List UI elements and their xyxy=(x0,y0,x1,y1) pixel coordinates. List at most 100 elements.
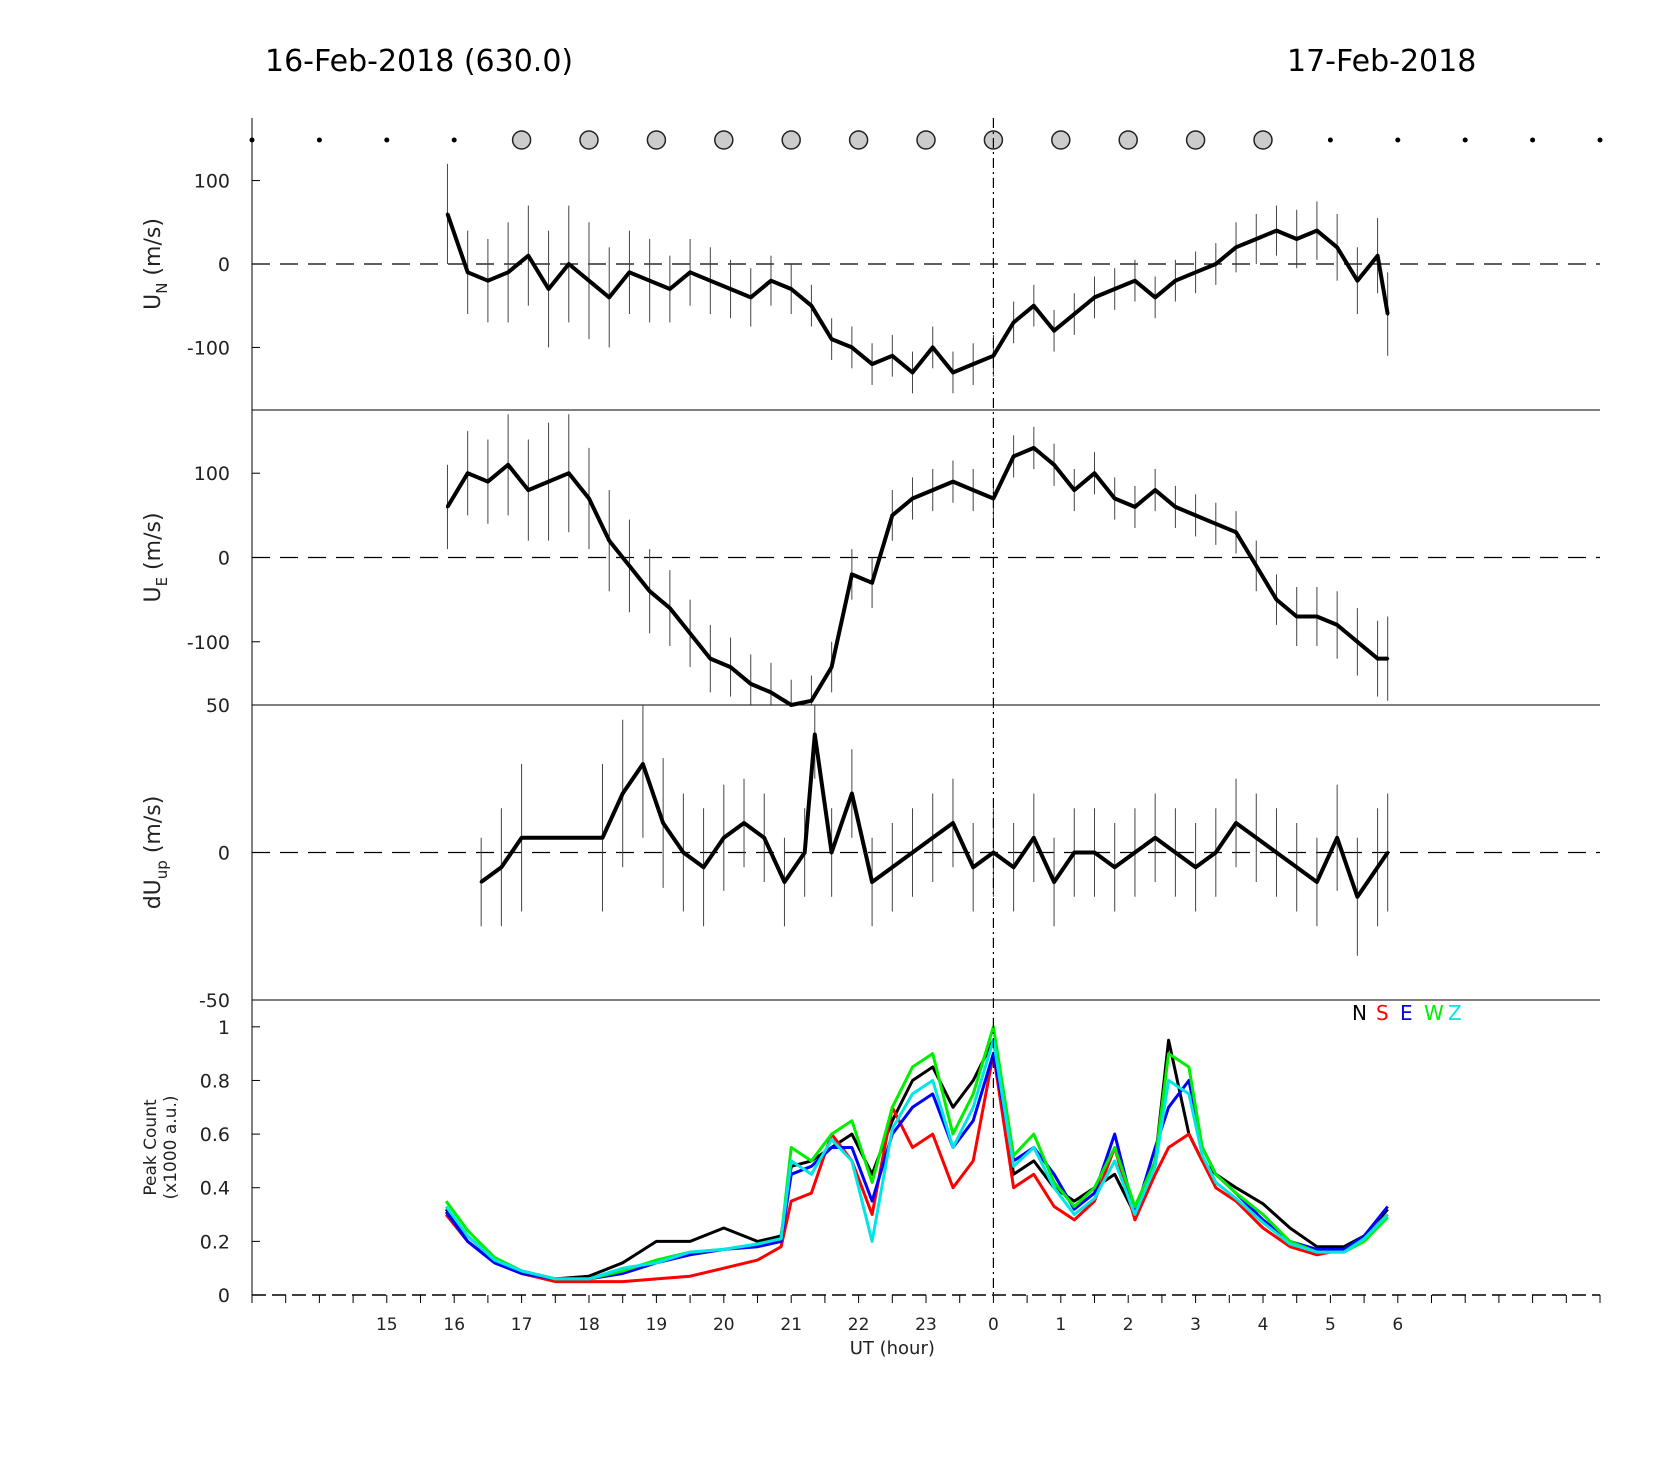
data-point xyxy=(890,865,894,869)
date-title-right: 17-Feb-2018 xyxy=(1287,44,1477,79)
data-point xyxy=(1386,851,1390,854)
data-point xyxy=(1274,851,1278,854)
data-point xyxy=(1234,821,1238,825)
data-point xyxy=(911,497,915,500)
data-point xyxy=(1173,279,1177,283)
data-point xyxy=(951,821,955,825)
series-line xyxy=(445,213,1390,375)
data-point xyxy=(445,505,449,509)
data-point xyxy=(587,497,591,500)
data-point xyxy=(1194,270,1198,274)
data-point xyxy=(648,279,652,283)
data-point xyxy=(1355,640,1359,644)
series-line xyxy=(445,445,1388,707)
x-tick-label: 16 xyxy=(443,1315,465,1335)
data-point xyxy=(1295,615,1299,618)
x-tick-label: 0 xyxy=(988,1315,999,1335)
data-point xyxy=(769,690,773,694)
data-point xyxy=(1173,505,1177,509)
hour-marker-circle xyxy=(1118,130,1138,150)
y-tick-label: -100 xyxy=(187,632,230,654)
hour-marker-circle xyxy=(781,130,801,150)
data-point xyxy=(1072,488,1076,492)
hour-marker-circle xyxy=(579,130,599,150)
x-tick-label: 23 xyxy=(915,1315,937,1335)
hour-marker-circle xyxy=(848,130,869,150)
data-point xyxy=(1315,229,1319,233)
y-tick-label: 0.8 xyxy=(200,1070,230,1092)
data-point xyxy=(668,606,672,610)
data-point xyxy=(722,836,726,840)
data-point xyxy=(1234,530,1238,534)
x-tick-label: 1 xyxy=(1055,1315,1066,1335)
data-point xyxy=(1012,320,1016,324)
y-axis-label-line2: (x1000 a.u.) xyxy=(161,1096,181,1200)
data-point xyxy=(466,270,470,274)
data-point xyxy=(486,480,490,484)
data-point xyxy=(621,792,625,795)
data-point xyxy=(1052,463,1056,467)
data-point xyxy=(1376,865,1380,869)
data-point xyxy=(870,581,874,585)
x-tick-label: 4 xyxy=(1258,1315,1269,1335)
panel-wind-east: -100 0 100 UE (m/s) xyxy=(141,410,1600,707)
data-point xyxy=(1153,295,1157,299)
panel-wind-north: -100 0 100 UN (m/s) xyxy=(141,118,1600,411)
data-point xyxy=(526,254,530,258)
hour-marker-dot xyxy=(1597,137,1603,143)
data-point xyxy=(931,836,935,840)
y-tick-label: 0.6 xyxy=(200,1124,230,1146)
x-tick-label: 3 xyxy=(1190,1315,1201,1335)
data-point xyxy=(1032,836,1036,840)
data-point xyxy=(1254,564,1258,568)
data-point xyxy=(641,762,645,766)
data-point xyxy=(708,279,712,283)
data-point xyxy=(1194,865,1198,869)
x-tick-label: 17 xyxy=(511,1315,533,1335)
data-point xyxy=(668,287,672,291)
data-point xyxy=(931,488,935,492)
data-point xyxy=(1315,880,1319,884)
data-point xyxy=(1335,245,1339,249)
data-point xyxy=(681,851,685,854)
x-tick-label: 18 xyxy=(578,1315,600,1335)
legend-entry-N: N xyxy=(1352,1001,1367,1025)
data-point xyxy=(1376,254,1380,258)
data-point xyxy=(567,471,571,475)
data-point xyxy=(1254,836,1258,840)
x-axis-label: UT (hour) xyxy=(850,1338,935,1359)
hour-marker-dot xyxy=(316,137,322,143)
data-point xyxy=(890,354,894,358)
hour-marker-dot xyxy=(451,137,457,143)
data-point xyxy=(506,270,510,274)
data-point xyxy=(702,865,706,869)
hour-marker-dot xyxy=(1462,137,1468,143)
data-point xyxy=(1113,287,1117,291)
series-line-Z xyxy=(444,1038,1389,1281)
data-point xyxy=(1214,522,1218,526)
hour-marker-dot xyxy=(1327,137,1333,143)
data-point xyxy=(830,851,834,854)
data-point xyxy=(809,304,813,308)
data-point xyxy=(479,880,483,884)
data-point xyxy=(911,851,915,854)
data-point xyxy=(729,287,733,291)
data-point xyxy=(870,362,874,366)
data-point xyxy=(1355,279,1359,283)
data-point xyxy=(466,471,470,475)
data-point xyxy=(661,821,665,825)
y-tick-label: 0 xyxy=(218,548,230,570)
series-line-E xyxy=(444,1052,1389,1281)
y-tick-label: 100 xyxy=(194,171,230,193)
data-point xyxy=(547,287,551,291)
data-point xyxy=(911,370,915,374)
y-axis-label: dUup (m/s) xyxy=(141,796,171,910)
data-point xyxy=(971,865,975,869)
data-point xyxy=(729,665,733,669)
data-point xyxy=(1093,471,1096,475)
x-tick-label: 5 xyxy=(1325,1315,1336,1335)
data-point xyxy=(1173,851,1177,854)
y-tick-label: 0.4 xyxy=(200,1178,230,1200)
data-point xyxy=(1335,623,1339,627)
data-point xyxy=(1386,657,1390,661)
